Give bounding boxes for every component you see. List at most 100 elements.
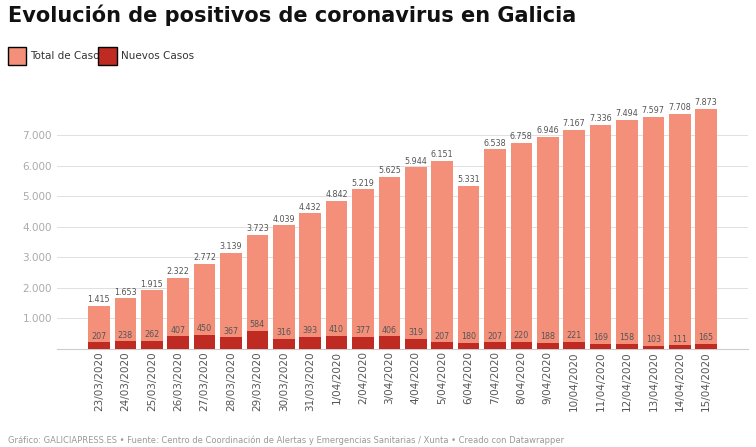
Text: 406: 406 [382, 325, 397, 335]
Text: 4.039: 4.039 [272, 215, 295, 224]
Text: 7.336: 7.336 [589, 114, 612, 123]
Text: 238: 238 [118, 331, 133, 340]
Bar [220, 253, 242, 349]
Text: Evolución de positivos de coronavirus en Galicia: Evolución de positivos de coronavirus en… [8, 4, 576, 26]
Bar [643, 346, 665, 349]
Bar [194, 264, 215, 349]
Text: 6.151: 6.151 [431, 150, 454, 160]
Bar [141, 290, 163, 349]
Text: 5.944: 5.944 [404, 157, 427, 166]
Text: 6.758: 6.758 [510, 132, 533, 141]
Bar [484, 149, 506, 349]
Text: 220: 220 [514, 331, 529, 340]
Text: 7.494: 7.494 [615, 110, 638, 118]
Bar [457, 186, 479, 349]
Text: 407: 407 [171, 325, 186, 334]
Text: 7.708: 7.708 [668, 103, 691, 112]
Text: 410: 410 [329, 325, 344, 334]
Bar [432, 342, 453, 349]
Bar [669, 345, 690, 349]
Text: 450: 450 [197, 324, 212, 333]
Text: 103: 103 [646, 335, 661, 344]
Text: 6.946: 6.946 [537, 126, 559, 135]
Text: 1.653: 1.653 [114, 287, 137, 296]
Bar [326, 336, 348, 349]
Bar [246, 235, 268, 349]
Text: Gráfico: GALICIAPRESS.ES • Fuente: Centro de Coordinación de Alertas y Emergenci: Gráfico: GALICIAPRESS.ES • Fuente: Centr… [8, 435, 564, 445]
Text: 377: 377 [355, 326, 370, 336]
Bar [432, 161, 453, 349]
Bar [510, 342, 532, 349]
Text: 7.597: 7.597 [642, 106, 665, 115]
Text: 584: 584 [249, 320, 265, 329]
Bar [167, 278, 189, 349]
Text: 2.322: 2.322 [167, 267, 190, 276]
Text: 207: 207 [488, 332, 503, 341]
Bar [616, 120, 638, 349]
Text: 165: 165 [699, 333, 714, 342]
Text: 111: 111 [672, 335, 687, 344]
Bar [273, 339, 295, 349]
Text: 207: 207 [435, 332, 450, 341]
Bar [457, 343, 479, 349]
Text: 7.167: 7.167 [562, 119, 586, 128]
Text: 5.625: 5.625 [378, 166, 401, 175]
Bar [484, 342, 506, 349]
Text: 316: 316 [276, 329, 291, 337]
Bar [379, 177, 400, 349]
Text: 221: 221 [566, 331, 582, 340]
Text: 6.538: 6.538 [484, 139, 507, 148]
Bar [141, 341, 163, 349]
Bar [616, 344, 638, 349]
Text: 319: 319 [408, 328, 423, 337]
Text: 393: 393 [302, 326, 318, 335]
Bar [405, 339, 426, 349]
Bar [405, 167, 426, 349]
Bar [669, 114, 690, 349]
Text: 188: 188 [541, 332, 555, 341]
Bar [299, 337, 321, 349]
Text: 5.219: 5.219 [352, 179, 374, 188]
Text: 2.772: 2.772 [193, 253, 216, 262]
Bar [167, 336, 189, 349]
Text: 158: 158 [619, 333, 634, 342]
Text: 1.415: 1.415 [88, 295, 110, 304]
Bar [299, 214, 321, 349]
Text: 207: 207 [91, 332, 107, 341]
Text: 262: 262 [144, 330, 160, 339]
Bar [273, 225, 295, 349]
Bar [246, 331, 268, 349]
Text: 3.139: 3.139 [220, 242, 242, 251]
Bar [352, 190, 373, 349]
Bar [510, 143, 532, 349]
Bar [590, 125, 612, 349]
Bar [643, 117, 665, 349]
Text: 169: 169 [593, 333, 608, 342]
Text: 180: 180 [461, 333, 476, 342]
Bar [696, 109, 717, 349]
Bar [194, 335, 215, 349]
Text: 7.873: 7.873 [695, 98, 717, 107]
Text: 3.723: 3.723 [246, 224, 268, 233]
Bar [696, 344, 717, 349]
Bar [563, 130, 585, 349]
Bar [563, 342, 585, 349]
Bar [115, 298, 136, 349]
Bar [115, 342, 136, 349]
Bar [590, 343, 612, 349]
Bar [88, 305, 110, 349]
Text: 1.915: 1.915 [141, 279, 163, 289]
Text: Total de Casos: Total de Casos [30, 51, 105, 61]
Bar [88, 342, 110, 349]
Bar [352, 337, 373, 349]
Text: 4.432: 4.432 [299, 203, 321, 212]
Bar [537, 343, 559, 349]
Text: Nuevos Casos: Nuevos Casos [121, 51, 194, 61]
Bar [326, 201, 348, 349]
Bar [379, 336, 400, 349]
Text: 5.331: 5.331 [457, 175, 480, 184]
Bar [220, 337, 242, 349]
Text: 367: 367 [224, 327, 239, 336]
Bar [537, 137, 559, 349]
Text: 4.842: 4.842 [325, 190, 348, 199]
